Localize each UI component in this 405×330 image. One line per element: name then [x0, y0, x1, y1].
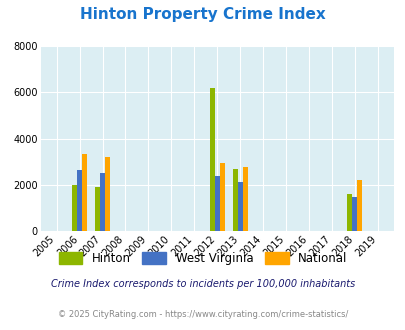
- Text: Hinton Property Crime Index: Hinton Property Crime Index: [80, 7, 325, 21]
- Bar: [237, 182, 242, 231]
- Bar: [72, 185, 77, 231]
- Bar: [352, 197, 356, 231]
- Text: © 2025 CityRating.com - https://www.cityrating.com/crime-statistics/: © 2025 CityRating.com - https://www.city…: [58, 310, 347, 319]
- Bar: [219, 163, 224, 231]
- Bar: [242, 168, 247, 231]
- Bar: [82, 154, 87, 231]
- Bar: [95, 187, 100, 231]
- Text: Crime Index corresponds to incidents per 100,000 inhabitants: Crime Index corresponds to incidents per…: [51, 279, 354, 289]
- Bar: [356, 180, 362, 231]
- Legend: Hinton, West Virginia, National: Hinton, West Virginia, National: [54, 247, 351, 269]
- Bar: [214, 176, 219, 231]
- Bar: [105, 157, 110, 231]
- Bar: [232, 169, 237, 231]
- Bar: [77, 170, 82, 231]
- Bar: [209, 88, 214, 231]
- Bar: [100, 173, 105, 231]
- Bar: [346, 194, 352, 231]
